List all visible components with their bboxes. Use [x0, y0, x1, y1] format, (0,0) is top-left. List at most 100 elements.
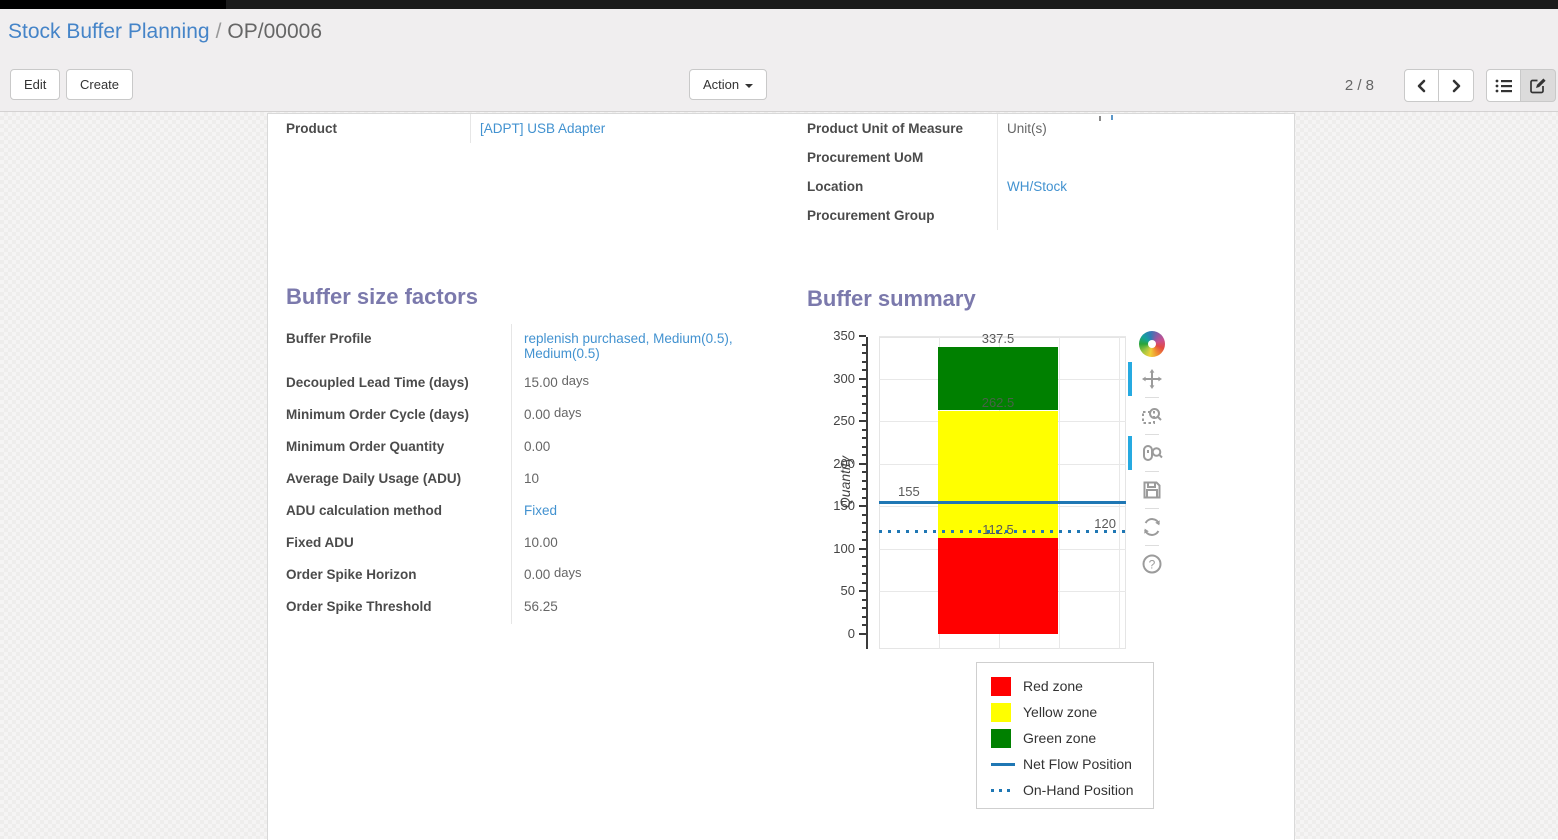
field-value-text: 10 [524, 471, 540, 486]
y-minor-tick [862, 513, 866, 516]
bokeh-logo-icon[interactable] [1139, 331, 1165, 357]
legend-swatch-dotted-line [991, 788, 1015, 792]
edit-button[interactable]: Edit [10, 69, 61, 100]
field-value [998, 201, 1294, 230]
field-label: ADU calculation method [286, 496, 512, 528]
view-switcher [1486, 69, 1556, 102]
field-value-text: 0.00 [524, 567, 551, 582]
field-value-text: 15.00 [524, 375, 558, 390]
line-label: 155 [898, 484, 920, 500]
y-tick-label: 100 [833, 540, 855, 556]
field-value-text[interactable]: WH/Stock [1007, 179, 1068, 194]
y-major-tick [859, 462, 866, 465]
box-zoom-icon [1142, 408, 1162, 424]
y-minor-tick [862, 522, 866, 525]
y-minor-tick [862, 556, 866, 559]
field-value-text[interactable]: Fixed [524, 503, 558, 518]
caret-down-icon [745, 83, 754, 88]
wheel-zoom-icon [1143, 445, 1163, 461]
field-label: Product Unit of Measure [807, 114, 998, 143]
reset-tool-button[interactable] [1139, 514, 1165, 540]
chart-plot-area[interactable]: 0 50 100 150 200 250 300 350 Quantity 155 120 112.5… [807, 324, 1167, 669]
plot-frame [879, 337, 1126, 649]
list-view-button[interactable] [1486, 69, 1521, 102]
save-tool-button[interactable] [1139, 477, 1165, 503]
legend-label: On-Hand Position [1023, 782, 1134, 798]
field-value: Unit(s) [998, 114, 1294, 143]
y-minor-tick [862, 573, 866, 576]
legend-label: Yellow zone [1023, 704, 1098, 720]
top-navbar [0, 0, 1558, 9]
field-value-text[interactable]: [ADPT] USB Adapter [480, 121, 606, 136]
y-minor-tick [862, 624, 866, 627]
zone-value-label: 337.5 [981, 330, 1015, 346]
wheel-zoom-tool-button[interactable] [1128, 436, 1165, 470]
form-view-background: Product [ADPT] USB Adapter Product Unit o… [0, 112, 1558, 840]
breadcrumb-separator: / [215, 20, 222, 43]
field-group-buffer-factors: Buffer Profile replenish purchased, Mediu… [286, 324, 782, 624]
field-value: [ADPT] USB Adapter [471, 114, 782, 143]
y-minor-tick [862, 386, 866, 389]
field-label: Procurement Group [807, 201, 998, 230]
y-minor-tick [862, 471, 866, 474]
breadcrumb: Stock Buffer Planning / OP/00006 [8, 20, 322, 44]
field-row: Average Daily Usage (ADU) 10 [286, 464, 782, 496]
list-icon [1495, 79, 1512, 92]
breadcrumb-parent-link[interactable]: Stock Buffer Planning [8, 20, 210, 43]
y-axis-title: Quantity [837, 455, 853, 509]
field-row: Fixed ADU 10.00 [286, 528, 782, 560]
field-value-text[interactable]: replenish purchased, Medium(0.5), Medium… [524, 331, 733, 361]
field-value [998, 143, 1294, 172]
legend-item: Yellow zone [991, 699, 1153, 725]
y-minor-tick [862, 343, 866, 346]
y-minor-tick [862, 352, 866, 355]
pan-tool-button[interactable] [1128, 362, 1165, 396]
help-tool-button[interactable]: ? [1139, 551, 1165, 577]
field-value-text: 0.00 [524, 439, 551, 454]
field-row: Order Spike Threshold 56.25 [286, 592, 782, 624]
field-row: Location WH/Stock [807, 172, 1294, 201]
field-row: Product Unit of Measure Unit(s) [807, 114, 1294, 143]
create-button[interactable]: Create [66, 69, 134, 100]
y-minor-tick [862, 479, 866, 482]
field-label: Decoupled Lead Time (days) [286, 368, 512, 400]
action-label: Action [703, 77, 740, 92]
box-zoom-tool-button[interactable] [1139, 403, 1165, 429]
form-view-button[interactable] [1521, 69, 1556, 102]
chevron-right-icon [1452, 79, 1461, 92]
field-row: ADU calculation method Fixed [286, 496, 782, 528]
pager-previous-button[interactable] [1404, 69, 1439, 102]
y-major-tick [859, 420, 866, 423]
y-tick-label: 350 [833, 328, 855, 343]
field-row: Minimum Order Cycle (days) 0.00 days [286, 400, 782, 432]
y-minor-tick [862, 539, 866, 542]
field-value-text: 56.25 [524, 599, 558, 614]
action-dropdown-button[interactable]: Action [689, 69, 768, 100]
zone-value-label: 262.5 [981, 394, 1015, 410]
field-group-left: Product [ADPT] USB Adapter [286, 114, 782, 143]
legend-swatch-solid-line [991, 762, 1015, 766]
field-value: 10.00 [512, 528, 782, 560]
y-major-tick [859, 335, 866, 337]
breadcrumb-current: OP/00006 [227, 20, 322, 43]
pan-icon [1142, 369, 1162, 389]
y-minor-tick [862, 488, 866, 491]
legend-label: Green zone [1023, 730, 1097, 746]
zone-yellow [938, 410, 1058, 539]
zone-red [938, 538, 1058, 634]
field-label: Location [807, 172, 998, 201]
field-label: Order Spike Threshold [286, 592, 512, 624]
pager-next-button[interactable] [1439, 69, 1474, 102]
field-label: Procurement UoM [807, 143, 998, 172]
top-navbar-active-segment [0, 0, 226, 9]
toolbar-separator [1145, 508, 1159, 509]
y-minor-tick [862, 598, 866, 601]
legend-item: Green zone [991, 725, 1153, 751]
y-minor-tick [862, 445, 866, 448]
field-unit-label: days [554, 405, 582, 420]
gridline-horizontal [879, 336, 1126, 337]
reset-icon [1144, 518, 1160, 536]
y-minor-tick [862, 394, 866, 397]
zone-value-label: 112.5 [982, 522, 1014, 538]
y-minor-tick [862, 411, 866, 414]
